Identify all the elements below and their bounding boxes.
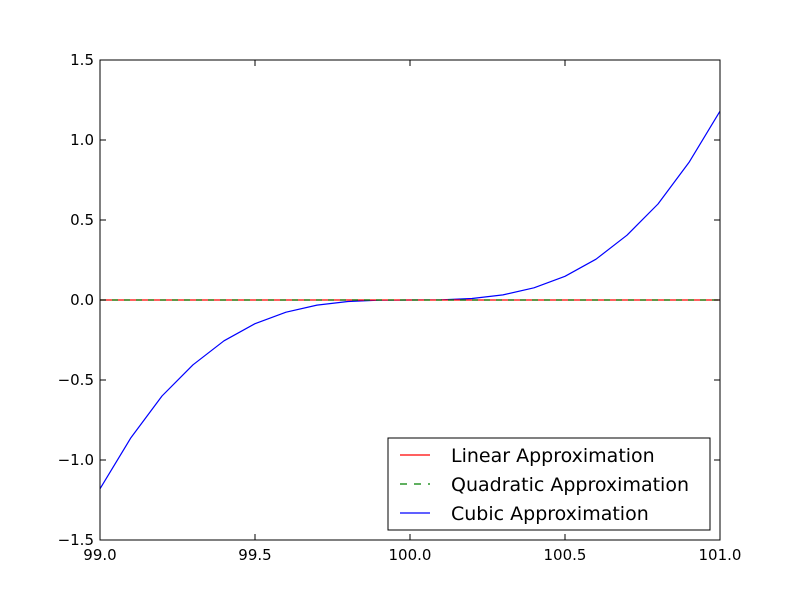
series-layer <box>99 110 721 490</box>
y-tick-label: 0.5 <box>70 211 94 229</box>
y-tick-label: −1.5 <box>58 531 94 549</box>
y-tick-label: 0.0 <box>70 291 94 309</box>
x-tick-label: 100.5 <box>544 546 587 564</box>
ticks-layer: 99.0 99.5 100.0 100.5 101.0 −1.5 −1.0 −0.5 0.0 0.… <box>58 51 742 564</box>
x-tick-label: 101.0 <box>699 546 742 564</box>
legend: Linear Approximation Quadratic Approximat… <box>387 437 711 531</box>
y-tick-label: −1.0 <box>58 451 94 469</box>
legend-box <box>387 437 711 531</box>
legend-label: Cubic Approximation <box>451 503 649 525</box>
y-tick-label: 1.0 <box>70 131 94 149</box>
y-tick-label: −0.5 <box>58 371 94 389</box>
x-tick-label: 99.0 <box>83 546 116 564</box>
x-tick-label: 99.5 <box>238 546 271 564</box>
x-tick-label: 100.0 <box>389 546 432 564</box>
legend-label: Quadratic Approximation <box>451 474 689 496</box>
legend-label: Linear Approximation <box>451 445 655 467</box>
y-tick-label: 1.5 <box>70 51 94 69</box>
